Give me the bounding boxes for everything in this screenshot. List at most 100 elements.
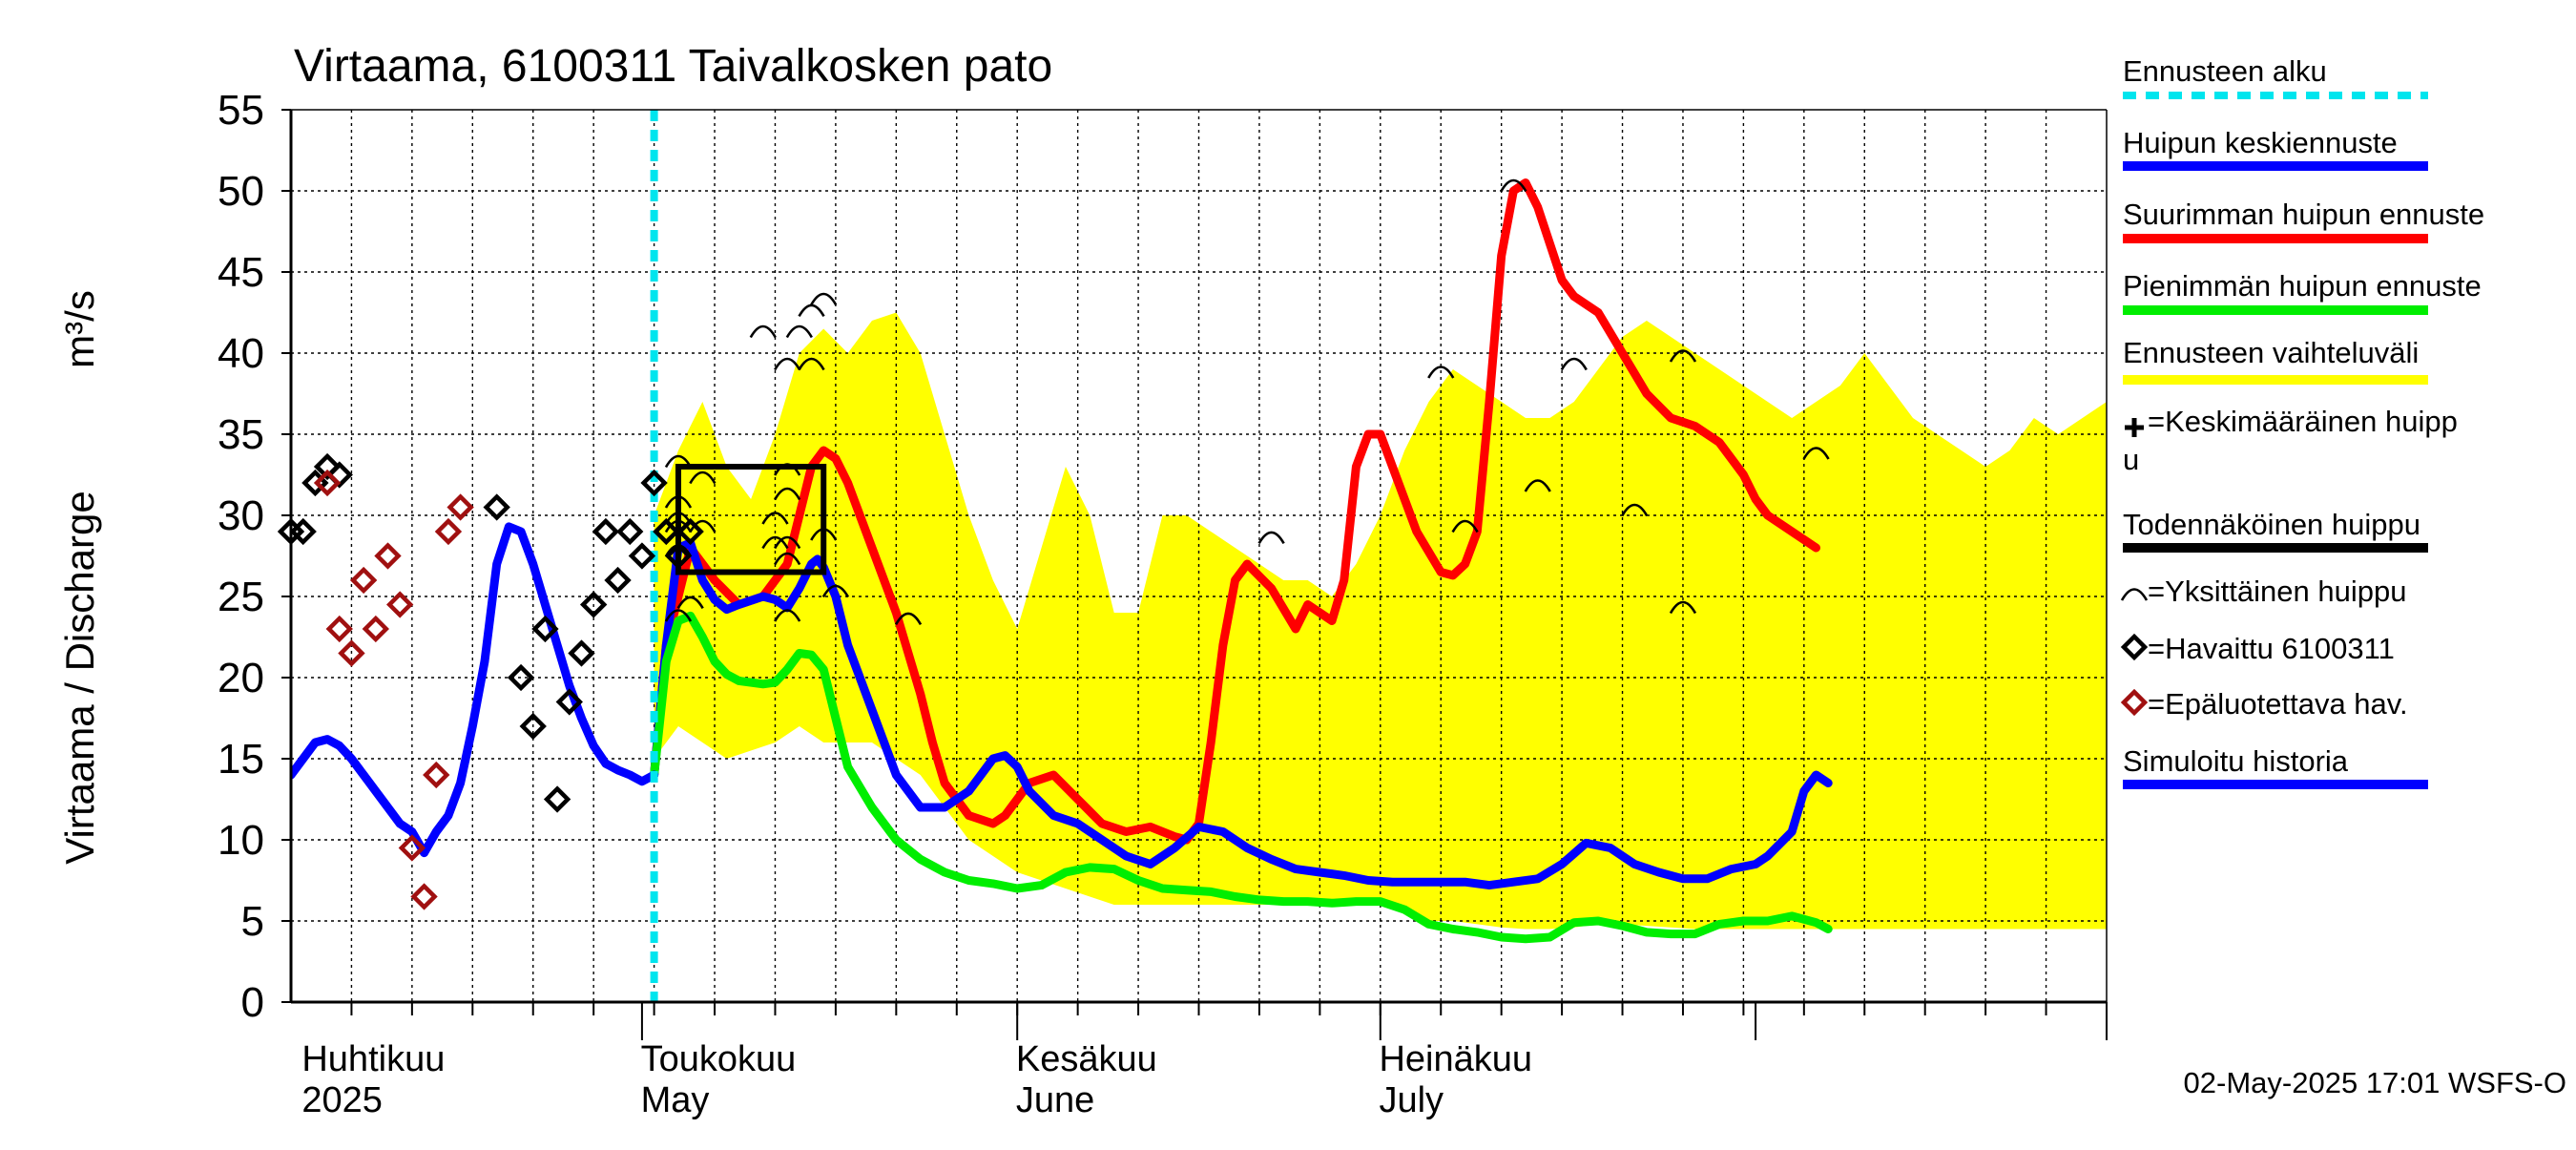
observed-point <box>640 469 668 497</box>
legend-label: Todennäköinen huippu <box>2123 508 2420 541</box>
y-tick-label: 50 <box>218 168 264 215</box>
observed-point <box>676 517 704 546</box>
month-label-en: 2025 <box>301 1080 383 1120</box>
individual-peak-marker <box>894 612 923 626</box>
unreliable-point <box>434 517 463 546</box>
month-label-en: May <box>641 1080 710 1120</box>
y-axis-unit: m³/s <box>57 290 102 368</box>
unreliable-point <box>325 615 353 643</box>
unreliable-point <box>349 566 378 595</box>
legend-marker-plus <box>2125 418 2144 437</box>
observed-point <box>579 591 608 618</box>
y-tick-label: 35 <box>218 411 264 458</box>
plot-area: 0510152025303540455055Huhtikuu2025Toukok… <box>218 87 2108 1120</box>
individual-peak-marker <box>1669 349 1697 363</box>
observed-point <box>313 452 342 481</box>
observed-point <box>664 542 693 570</box>
individual-peak-marker <box>774 535 801 550</box>
unreliable-point <box>410 883 438 910</box>
individual-peak-marker <box>761 535 789 550</box>
month-label-en: June <box>1016 1080 1094 1120</box>
probable-peak-box <box>675 464 827 575</box>
individual-peak-marker <box>798 303 825 318</box>
legend-marker-diamond <box>2120 633 2149 661</box>
individual-peak-marker <box>749 324 777 339</box>
observed-point <box>483 493 510 521</box>
month-label: Toukokuu <box>641 1039 797 1079</box>
observed-point <box>543 785 571 813</box>
unreliable-point <box>362 615 389 643</box>
y-tick-label: 15 <box>218 736 264 783</box>
chart-title: Virtaama, 6100311 Taivalkosken pato <box>294 41 1052 92</box>
series-line <box>650 178 1821 845</box>
unreliable-point <box>423 761 450 789</box>
legend-label: =Yksittäinen huippu <box>2148 575 2406 608</box>
observed-point <box>531 615 559 643</box>
individual-peak-marker <box>810 528 838 541</box>
month-label: Heinäkuu <box>1379 1039 1532 1079</box>
individual-peak-marker <box>689 470 717 485</box>
individual-peak-marker <box>689 519 717 533</box>
y-tick-label: 45 <box>218 249 264 296</box>
individual-peak-marker <box>761 512 789 525</box>
individual-peak-marker <box>774 487 801 501</box>
unreliable-point <box>374 542 402 570</box>
legend-marker-diamond <box>2120 688 2149 717</box>
month-label-en: July <box>1379 1080 1444 1120</box>
individual-peak-marker <box>664 519 693 533</box>
series-line <box>650 538 1833 890</box>
series-line <box>291 522 659 858</box>
legend: Ennusteen alku Huipun keskiennuste Suurimm… <box>2120 54 2484 789</box>
individual-peak-marker <box>1621 503 1649 517</box>
individual-peak-marker <box>774 552 801 566</box>
legend-label: Ennusteen alku <box>2123 54 2327 88</box>
legend-label: =Keskimääräinen huipp <box>2148 405 2458 438</box>
legend-label: =Havaittu 6100311 <box>2148 632 2395 665</box>
unreliable-point <box>338 639 365 667</box>
y-tick-label: 20 <box>218 655 264 701</box>
unreliable-point <box>385 591 414 618</box>
y-tick-label: 30 <box>218 492 264 539</box>
legend-label: Huipun keskiennuste <box>2123 126 2398 159</box>
legend-marker-arc <box>2120 588 2149 601</box>
y-tick-label: 40 <box>218 330 264 377</box>
individual-peak-marker <box>798 357 825 371</box>
y-tick-label: 5 <box>241 898 264 945</box>
legend-label: Ennusteen vaihteluväli <box>2123 336 2419 369</box>
individual-peak-marker <box>1427 366 1455 379</box>
y-tick-label: 10 <box>218 817 264 864</box>
individual-peak-marker <box>1257 531 1285 545</box>
individual-peak-marker <box>1500 178 1527 193</box>
individual-peak-marker <box>774 463 801 476</box>
unreliable-point <box>447 493 474 521</box>
observed-point <box>616 517 644 546</box>
unreliable-point <box>313 469 342 497</box>
month-label: Kesäkuu <box>1016 1039 1157 1079</box>
y-axis-label: Virtaama / Discharge <box>57 491 102 864</box>
individual-peak-marker <box>1451 519 1479 533</box>
individual-peak-marker <box>1560 357 1588 371</box>
observed-point <box>507 663 535 692</box>
month-label: Huhtikuu <box>301 1039 445 1079</box>
individual-peak-marker <box>1524 479 1551 492</box>
series-line <box>650 611 1833 944</box>
observed-point <box>289 517 317 546</box>
individual-peak-marker <box>810 292 838 306</box>
y-tick-label: 25 <box>218 574 264 620</box>
individual-peak-marker <box>676 596 704 610</box>
observed-point <box>555 688 583 716</box>
individual-peak-marker <box>1802 447 1830 460</box>
individual-peak-marker <box>821 584 850 598</box>
individual-peak-marker <box>664 495 693 509</box>
legend-label: =Epäluotettava hav. <box>2148 687 2408 721</box>
observed-point <box>568 639 595 667</box>
observed-point <box>325 461 353 489</box>
unreliable-point <box>398 834 426 862</box>
individual-peak-marker <box>774 357 801 371</box>
individual-peak-marker <box>1669 600 1697 615</box>
y-tick-label: 55 <box>218 87 264 134</box>
y-tick-label: 0 <box>241 979 264 1026</box>
individual-peak-marker <box>664 609 693 622</box>
legend-label: Pienimmän huipun ennuste <box>2123 269 2482 303</box>
observed-point <box>519 712 547 741</box>
